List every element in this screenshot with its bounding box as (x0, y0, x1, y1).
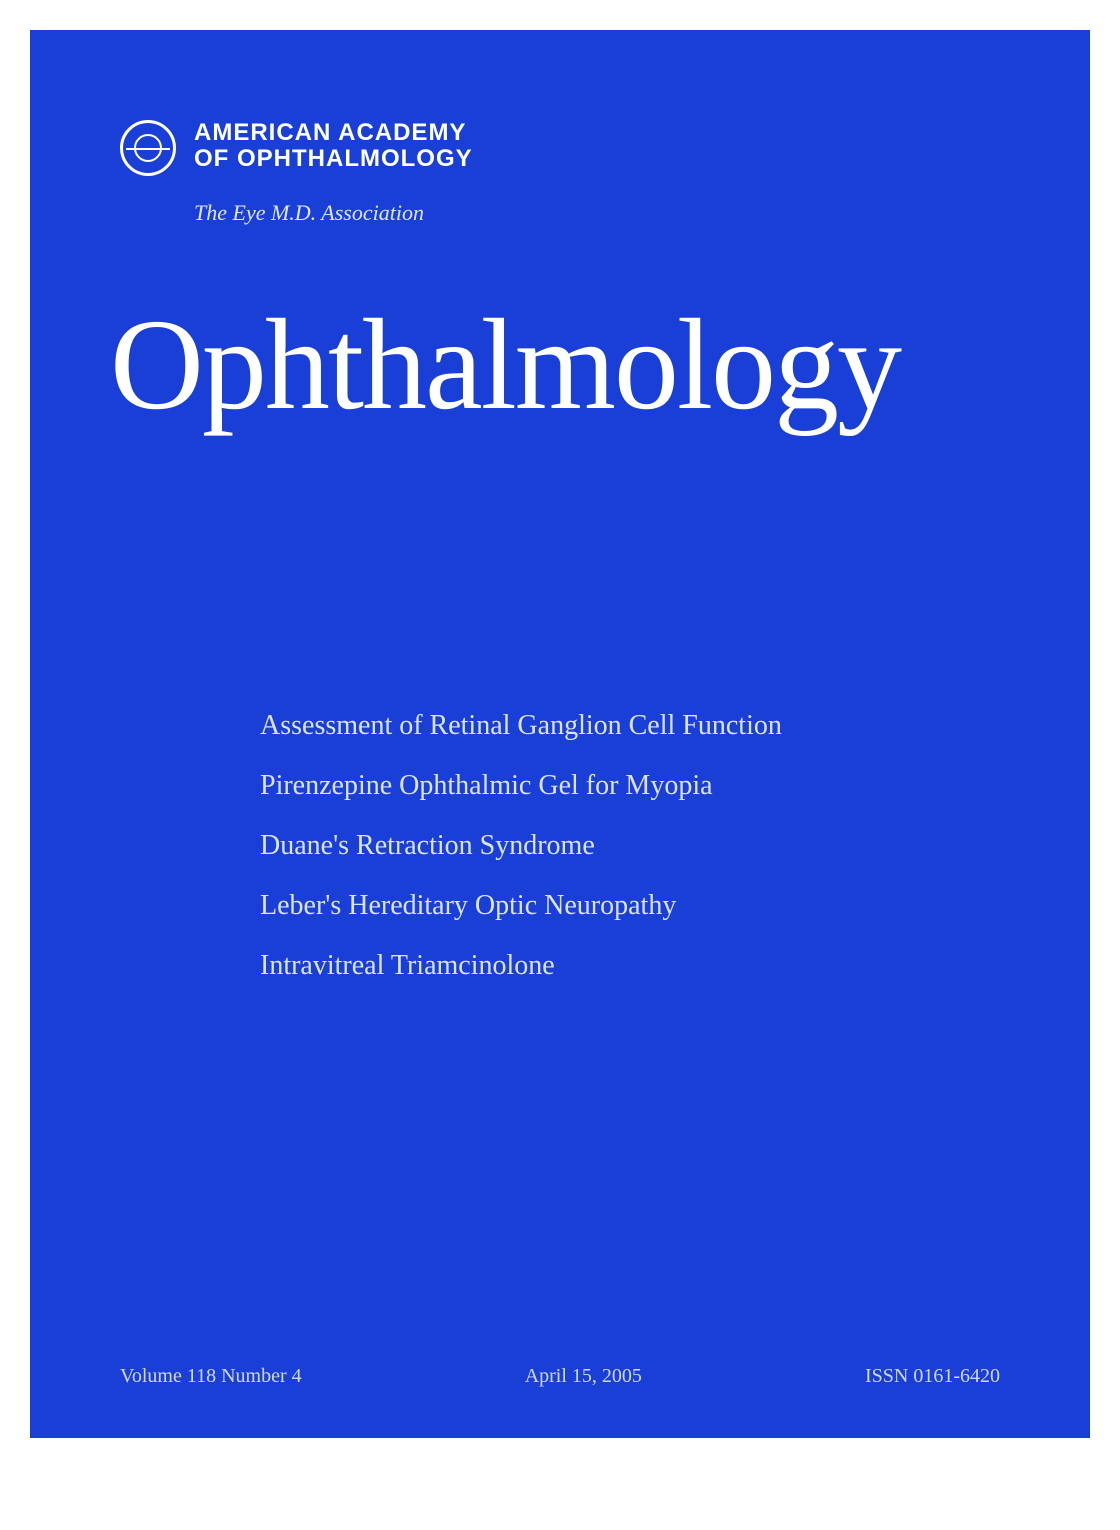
journal-cover: AMERICAN ACADEMY OF OPHTHALMOLOGY The Ey… (30, 30, 1090, 1438)
publisher-name: AMERICAN ACADEMY OF OPHTHALMOLOGY (194, 120, 473, 173)
topic-item: Intravitreal Triamcinolone (260, 950, 782, 982)
org-line-1: AMERICAN ACADEMY (194, 120, 473, 146)
topic-item: Leber's Hereditary Optic Neuropathy (260, 890, 782, 922)
topic-item: Assessment of Retinal Ganglion Cell Func… (260, 710, 782, 742)
org-line-2: OF OPHTHALMOLOGY (194, 146, 473, 172)
volume-number: Volume 118 Number 4 (120, 1365, 302, 1388)
topic-item: Pirenzepine Ophthalmic Gel for Myopia (260, 770, 782, 802)
aao-logo-icon (120, 120, 176, 176)
journal-title: Ophthalmology (110, 290, 900, 440)
publisher-header: AMERICAN ACADEMY OF OPHTHALMOLOGY (120, 120, 473, 176)
issue-date: April 15, 2005 (525, 1365, 642, 1388)
topic-item: Duane's Retraction Syndrome (260, 830, 782, 862)
tagline: The Eye M.D. Association (194, 200, 424, 226)
topics-list: Assessment of Retinal Ganglion Cell Func… (260, 710, 782, 982)
issue-footer: Volume 118 Number 4 April 15, 2005 ISSN … (120, 1365, 1000, 1388)
issn: ISSN 0161-6420 (865, 1365, 1000, 1388)
